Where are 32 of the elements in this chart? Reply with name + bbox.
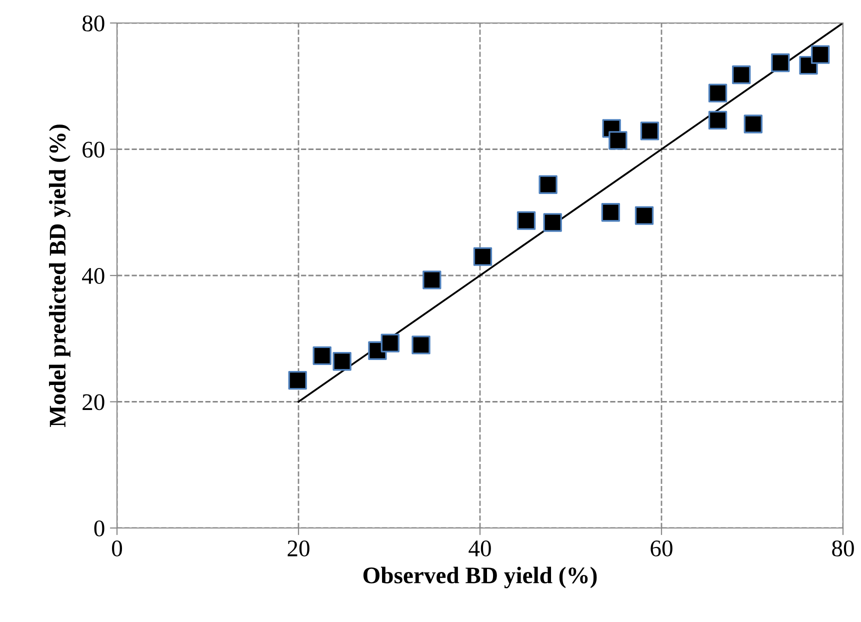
point xyxy=(608,131,628,150)
point xyxy=(634,206,654,225)
x-tick-label: 20 xyxy=(288,540,310,556)
point xyxy=(288,370,307,390)
x-tick-label: 80 xyxy=(832,540,854,556)
point xyxy=(380,334,400,352)
x-tick-label: 0 xyxy=(112,540,122,556)
point xyxy=(732,65,751,84)
point xyxy=(312,346,332,366)
y-tick-label: 20 xyxy=(82,394,104,410)
point xyxy=(744,114,762,134)
point xyxy=(708,84,728,102)
point xyxy=(332,352,352,371)
point xyxy=(412,336,430,354)
y-tick-label: 40 xyxy=(82,268,104,284)
point xyxy=(538,175,558,194)
x-axis-title: Observed BD yield (%) xyxy=(363,566,597,588)
y-tick-label: 60 xyxy=(82,142,104,158)
point xyxy=(422,270,442,290)
y-tick-label: 0 xyxy=(94,520,104,536)
point xyxy=(771,53,790,72)
point xyxy=(708,110,728,130)
y-tick-label: 80 xyxy=(82,15,104,32)
point xyxy=(810,45,830,64)
point xyxy=(473,247,492,266)
x-tick-label: 40 xyxy=(468,540,491,556)
y-axis-title: Model predicted BD yield (%) xyxy=(48,124,70,428)
point xyxy=(543,213,562,232)
point xyxy=(601,203,620,222)
x-tick-label: 60 xyxy=(650,540,672,556)
point xyxy=(640,122,660,140)
point xyxy=(516,211,536,230)
